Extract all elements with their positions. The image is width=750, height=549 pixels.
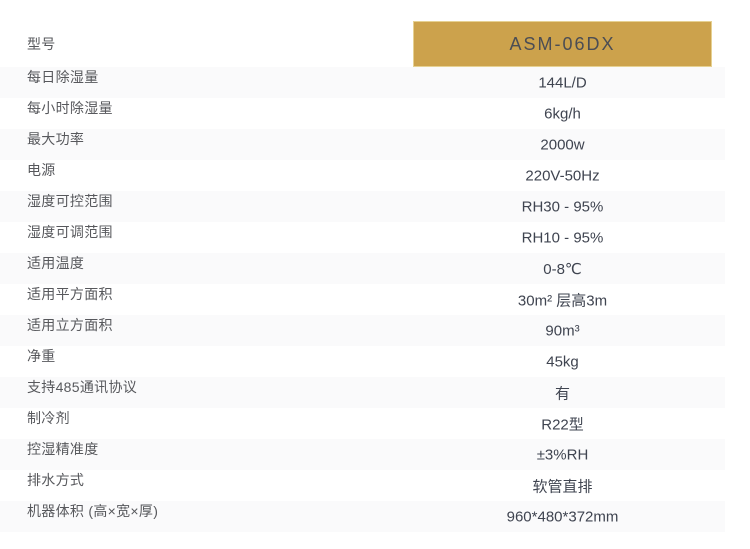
spec-row: 最大功率 2000w xyxy=(0,129,725,160)
spec-value: 软管直排 xyxy=(532,478,593,495)
spec-value: 2000w xyxy=(540,136,585,153)
spec-row: 每日除湿量 144L/D xyxy=(0,67,725,98)
spec-row: 排水方式 软管直排 xyxy=(0,470,725,501)
spec-label: 电源 xyxy=(27,161,56,178)
spec-value: 144L/D xyxy=(538,74,587,91)
spec-value: 有 xyxy=(554,385,570,402)
spec-label: 净重 xyxy=(27,347,56,364)
spec-label: 控湿精准度 xyxy=(27,440,99,457)
spec-value: 30m² 层高3m xyxy=(517,292,608,309)
spec-value: R22型 xyxy=(541,416,584,433)
spec-label: 适用平方面积 xyxy=(27,285,113,302)
spec-label: 排水方式 xyxy=(27,471,85,488)
spec-label: 适用立方面积 xyxy=(27,316,113,333)
spec-row: 净重 45kg xyxy=(0,346,725,377)
spec-value: 90m³ xyxy=(545,322,580,339)
spec-value: 960*480*372mm xyxy=(506,508,619,525)
spec-value: RH30 - 95% xyxy=(521,198,604,215)
spec-row: 制冷剂 R22型 xyxy=(0,408,725,439)
spec-label: 制冷剂 xyxy=(27,409,70,426)
spec-value: RH10 - 95% xyxy=(521,229,604,246)
spec-table: 型号 ASM-06DX 每日除湿量 144L/D 每小时除湿量 6kg/h 最大… xyxy=(0,21,725,532)
spec-row: 电源 220V-50Hz xyxy=(0,160,725,191)
spec-label: 每小时除湿量 xyxy=(27,99,113,116)
spec-row: 适用平方面积 30m² 层高3m xyxy=(0,284,725,315)
spec-label: 每日除湿量 xyxy=(27,68,99,85)
spec-label-model: 型号 xyxy=(27,36,56,52)
spec-label: 支持485通讯协议 xyxy=(27,378,138,395)
model-badge-value: ASM-06DX xyxy=(509,33,616,54)
spec-row: 每小时除湿量 6kg/h xyxy=(0,98,725,129)
spec-label: 机器体积 (高×宽×厚) xyxy=(27,502,159,519)
spec-value: 6kg/h xyxy=(544,105,581,122)
spec-row-model: 型号 ASM-06DX xyxy=(0,21,725,67)
model-badge: ASM-06DX xyxy=(413,21,712,67)
spec-row: 支持485通讯协议 有 xyxy=(0,377,725,408)
spec-value: 45kg xyxy=(546,353,579,370)
spec-value: ±3%RH xyxy=(536,446,589,463)
spec-row: 适用温度 0-8℃ xyxy=(0,253,725,284)
spec-label: 最大功率 xyxy=(27,130,85,147)
spec-row: 湿度可控范围 RH30 - 95% xyxy=(0,191,725,222)
spec-label: 湿度可控范围 xyxy=(27,192,113,209)
spec-row: 湿度可调范围 RH10 - 95% xyxy=(0,222,725,253)
spec-label: 湿度可调范围 xyxy=(27,223,113,240)
spec-value: 220V-50Hz xyxy=(525,167,600,184)
spec-row: 控湿精准度 ±3%RH xyxy=(0,439,725,470)
spec-rows: 每日除湿量 144L/D 每小时除湿量 6kg/h 最大功率 2000w 电源 … xyxy=(0,67,725,532)
spec-label: 适用温度 xyxy=(27,254,85,271)
spec-row: 机器体积 (高×宽×厚) 960*480*372mm xyxy=(0,501,725,532)
spec-row: 适用立方面积 90m³ xyxy=(0,315,725,346)
spec-value: 0-8℃ xyxy=(543,260,582,278)
